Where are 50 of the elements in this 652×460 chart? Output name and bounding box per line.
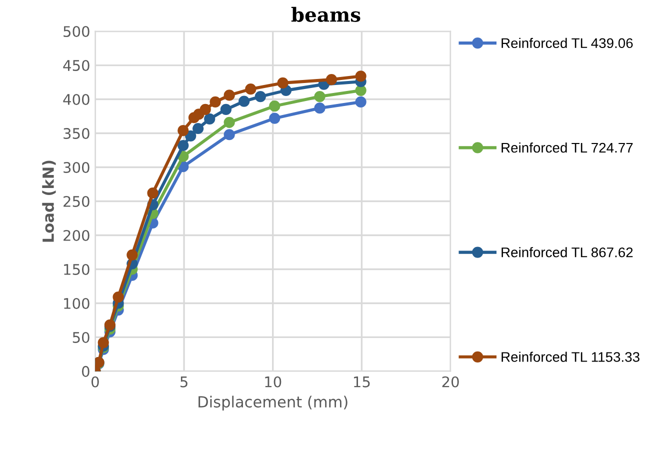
y-tick-label: 400 [63, 94, 90, 106]
y-tick-label: 350 [64, 128, 90, 140]
point [224, 90, 235, 101]
point [355, 96, 366, 108]
point [355, 84, 366, 96]
point [254, 90, 266, 102]
point [314, 102, 326, 114]
x-tick-label: 20 [442, 376, 459, 388]
y-tick-label: 100 [64, 298, 90, 309]
point [269, 112, 280, 124]
point [147, 188, 158, 199]
x-tick-label: 0 [92, 376, 99, 388]
point [238, 96, 250, 107]
point [326, 74, 338, 86]
y-tick-label: 250 [64, 196, 90, 207]
point [269, 100, 280, 112]
point [210, 96, 221, 108]
y-axis-title: Load (kN) [42, 160, 56, 242]
y-tick-label: 50 [72, 332, 90, 343]
point [126, 249, 138, 261]
y-tick-label: 150 [64, 264, 90, 275]
legend-label: Reinforced TL 867.62 [502, 247, 633, 258]
legend-label: Reinforced TL 439.06 [502, 38, 633, 48]
point [200, 104, 211, 116]
point [220, 104, 232, 116]
point [98, 337, 109, 348]
point [178, 140, 189, 152]
y-tick-label: 300 [64, 162, 90, 174]
y-tick-label: 0 [82, 366, 90, 377]
point [277, 77, 288, 89]
point [178, 124, 189, 136]
point [204, 113, 216, 125]
point [185, 130, 196, 142]
point [112, 292, 124, 303]
point [314, 90, 326, 102]
chart-title: beams [291, 6, 360, 22]
x-tick-label: 10 [265, 376, 282, 388]
x-tick-label: 5 [180, 376, 188, 388]
y-tick-label: 450 [63, 60, 90, 72]
y-tick-label: 200 [64, 230, 90, 241]
point [192, 122, 204, 134]
point [245, 84, 256, 95]
point [224, 116, 235, 128]
point [224, 129, 235, 140]
point [355, 70, 366, 82]
legend-label: Reinforced TL 1153.33 [502, 352, 640, 362]
x-tick-label: 15 [354, 376, 370, 388]
legend-label: Reinforced TL 724.77 [502, 142, 633, 153]
x-axis-title: Displacement (mm) [198, 396, 348, 411]
y-tick-label: 500 [64, 26, 90, 38]
